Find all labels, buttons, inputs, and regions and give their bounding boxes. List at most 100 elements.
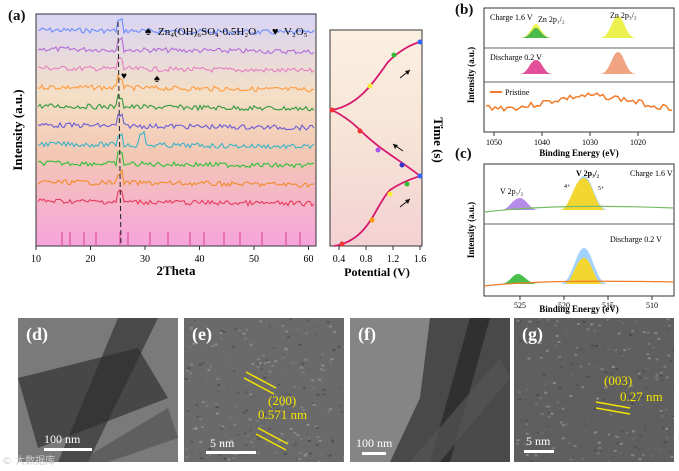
texture-dot xyxy=(603,386,607,389)
texture-dot xyxy=(280,404,284,407)
texture-dot xyxy=(528,331,532,334)
texture-dot xyxy=(243,337,247,340)
texture-dot xyxy=(284,330,288,333)
texture-dot xyxy=(187,367,191,370)
texture-dot xyxy=(617,332,621,335)
texture-dot xyxy=(256,435,260,438)
pot-tick-label: 1.6 xyxy=(414,254,427,265)
texture-dot xyxy=(242,332,246,335)
texture-dot xyxy=(308,452,312,455)
texture-dot xyxy=(295,458,299,461)
texture-dot xyxy=(590,344,594,347)
texture-dot xyxy=(292,444,296,447)
texture-dot xyxy=(559,366,563,369)
texture-dot xyxy=(233,423,237,426)
texture-dot xyxy=(219,329,223,332)
texture-dot xyxy=(543,442,547,445)
texture-dot xyxy=(290,412,294,415)
v-tick-label: 520 xyxy=(558,301,570,310)
texture-dot xyxy=(256,366,260,369)
texture-dot xyxy=(644,377,648,380)
texture-dot xyxy=(607,433,611,436)
texture-dot xyxy=(257,438,261,441)
texture-dot xyxy=(558,355,562,358)
texture-dot xyxy=(615,367,619,370)
texture-dot xyxy=(270,403,274,406)
xrd-tick-label: 40 xyxy=(195,254,205,265)
texture-dot xyxy=(330,438,334,441)
v-2p32-label: V 2p₃/₂ xyxy=(576,169,600,178)
texture-dot xyxy=(669,359,673,362)
texture-dot xyxy=(621,430,625,433)
texture-dot xyxy=(321,353,325,356)
tem-image-g: (g) (003) 0.27 nm 5 nm xyxy=(514,318,674,462)
texture-dot xyxy=(533,453,537,456)
texture-dot xyxy=(266,436,270,439)
texture-dot xyxy=(232,457,236,460)
legend-v: V₂O₅ xyxy=(284,26,308,38)
texture-dot xyxy=(639,404,643,406)
texture-dot xyxy=(259,320,263,323)
texture-dot xyxy=(668,324,672,327)
texture-dot xyxy=(538,339,542,342)
texture-dot xyxy=(293,431,297,434)
texture-dot xyxy=(640,396,643,399)
tem-f-scale-bar xyxy=(362,452,386,455)
texture-dot xyxy=(315,326,319,328)
texture-dot xyxy=(339,387,343,390)
tem-g-label: (g) xyxy=(522,324,543,344)
xrd-tick-label: 20 xyxy=(86,254,96,265)
texture-dot xyxy=(265,441,269,444)
zn-series-1: Charge 1.6 V xyxy=(490,13,533,22)
texture-dot xyxy=(634,402,638,405)
texture-dot xyxy=(341,333,344,336)
texture-dot xyxy=(320,368,323,371)
texture-dot xyxy=(673,417,674,419)
texture-dot xyxy=(257,358,260,360)
texture-dot xyxy=(654,375,658,378)
texture-dot xyxy=(307,368,311,371)
texture-dot xyxy=(603,345,607,347)
texture-dot xyxy=(277,440,281,443)
texture-dot xyxy=(293,385,296,388)
spade-icon: ♠ xyxy=(145,24,152,38)
texture-dot xyxy=(298,343,302,346)
texture-dot xyxy=(310,385,314,388)
texture-dot xyxy=(599,450,603,453)
texture-dot xyxy=(585,440,589,443)
texture-dot xyxy=(218,424,222,426)
texture-dot xyxy=(609,434,613,437)
texture-dot xyxy=(217,383,221,386)
zn-xlabel: Binding Energy (eV) xyxy=(539,148,619,158)
texture-dot xyxy=(287,335,291,338)
texture-dot xyxy=(315,394,319,397)
texture-dot xyxy=(244,444,248,446)
texture-dot xyxy=(611,365,615,368)
texture-dot xyxy=(312,387,316,390)
texture-dot xyxy=(536,321,539,324)
texture-dot xyxy=(667,354,671,357)
xrd-tick-label: 60 xyxy=(304,254,314,265)
texture-dot xyxy=(259,425,263,428)
texture-dot xyxy=(645,367,649,370)
texture-dot xyxy=(657,449,661,452)
texture-dot xyxy=(544,391,548,394)
texture-dot xyxy=(340,410,344,413)
texture-dot xyxy=(293,453,297,456)
texture-dot xyxy=(316,427,320,429)
texture-dot xyxy=(284,348,288,351)
texture-dot xyxy=(226,388,229,391)
v-xlabel: Binding Energy (eV) xyxy=(539,304,619,314)
v-tick-label: 515 xyxy=(602,301,614,310)
potential-chart: 0.4 0.8 1.2 1.6 Potential (V) Time (s) xyxy=(329,29,446,279)
texture-dot xyxy=(307,459,311,462)
texture-dot xyxy=(249,441,253,444)
texture-dot xyxy=(252,437,256,440)
v-tick-label: 510 xyxy=(646,301,658,310)
xrd-trace xyxy=(37,93,315,112)
texture-dot xyxy=(518,320,522,323)
texture-dot xyxy=(317,393,321,396)
texture-dot xyxy=(185,456,189,459)
zn-tick-label: 1050 xyxy=(486,138,502,147)
texture-dot xyxy=(558,386,562,389)
